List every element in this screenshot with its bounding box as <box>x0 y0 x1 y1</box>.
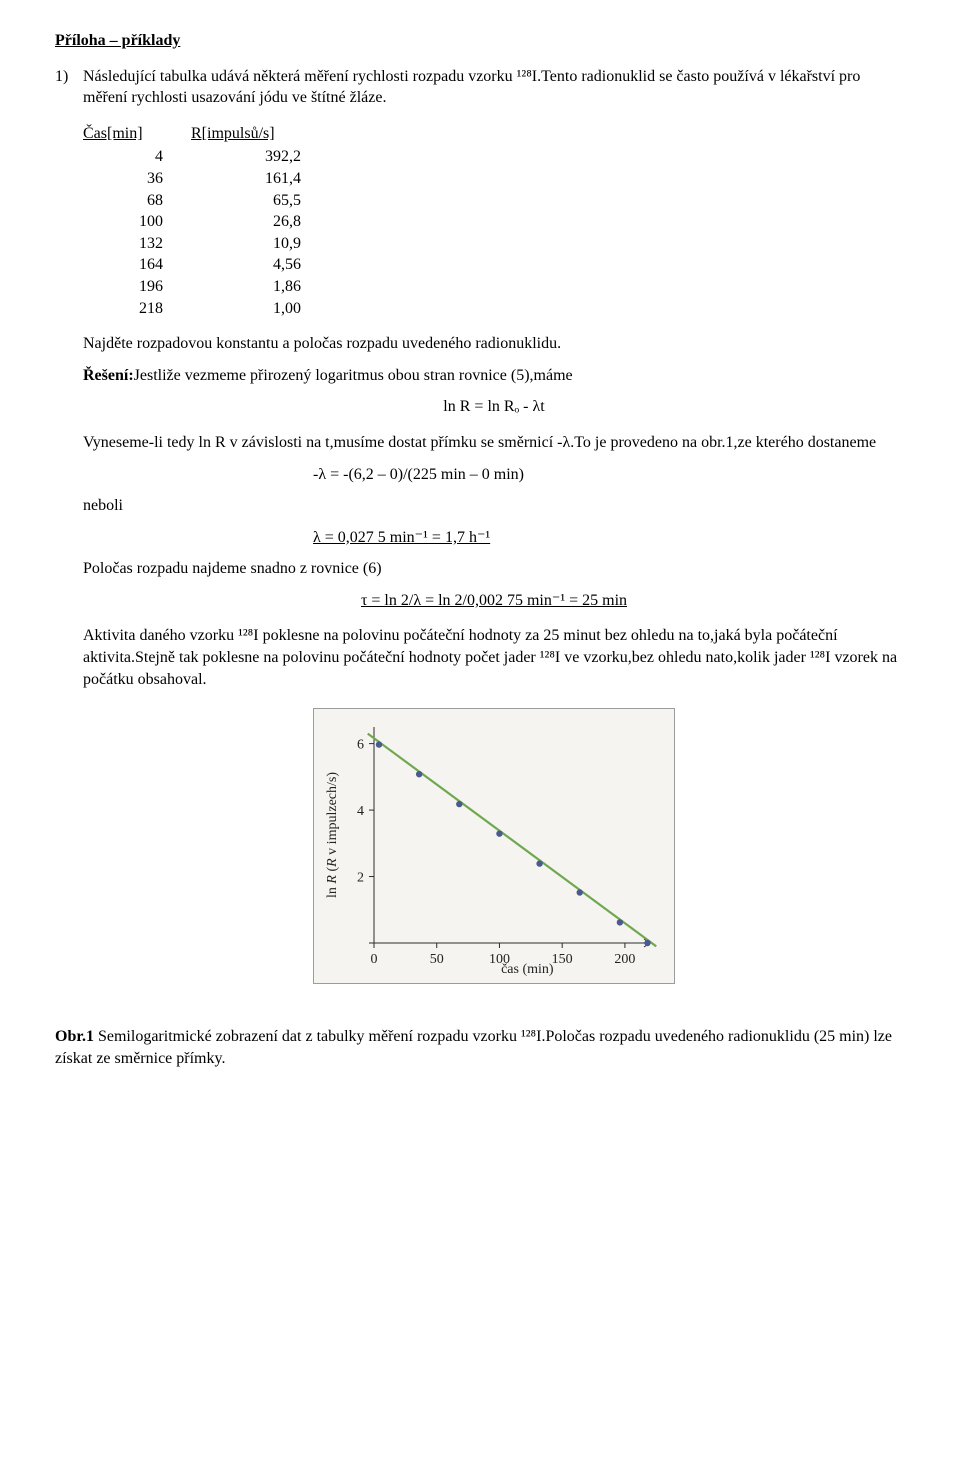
equation-lambda: λ = 0,027 5 min⁻¹ = 1,7 h⁻¹ <box>313 527 905 549</box>
cell-time: 36 <box>83 168 191 190</box>
svg-text:50: 50 <box>430 952 444 967</box>
table-row: 10026,8 <box>83 211 329 233</box>
chart-border: 050100150200246čas (min)ln R (R v impulz… <box>313 708 675 984</box>
cell-rate: 65,5 <box>191 190 329 212</box>
cell-time: 164 <box>83 254 191 276</box>
svg-text:ln R (R v impulzech/s): ln R (R v impulzech/s) <box>325 772 340 898</box>
para-halflife: Poločas rozpadu najdeme snadno z rovnice… <box>83 558 905 580</box>
problem-body: Následující tabulka udává některá měření… <box>83 66 905 1013</box>
table-row: 2181,00 <box>83 298 329 320</box>
neboli-label: neboli <box>83 495 905 517</box>
problem-number: 1) <box>55 66 83 1013</box>
svg-text:2: 2 <box>357 871 364 886</box>
decay-data-table: Čas[min] R[impulsů/s] 4392,236161,46865,… <box>83 123 329 319</box>
svg-text:čas (min): čas (min) <box>501 962 554 977</box>
para-conclusion: Aktivita daného vzorku ¹²⁸I poklesne na … <box>83 625 905 690</box>
cell-rate: 26,8 <box>191 211 329 233</box>
svg-text:150: 150 <box>552 952 573 967</box>
table-row: 1961,86 <box>83 276 329 298</box>
cell-time: 218 <box>83 298 191 320</box>
cell-rate: 10,9 <box>191 233 329 255</box>
cell-time: 100 <box>83 211 191 233</box>
cell-rate: 4,56 <box>191 254 329 276</box>
caption-text: Semilogaritmické zobrazení dat z tabulky… <box>55 1028 892 1067</box>
intro-paragraph: Následující tabulka udává některá měření… <box>83 66 905 109</box>
cell-time: 196 <box>83 276 191 298</box>
table-row: 36161,4 <box>83 168 329 190</box>
decay-chart: 050100150200246čas (min)ln R (R v impulz… <box>322 719 662 979</box>
svg-text:4: 4 <box>357 804 364 819</box>
caption-label: Obr.1 <box>55 1028 94 1045</box>
cell-rate: 1,86 <box>191 276 329 298</box>
table-row: 13210,9 <box>83 233 329 255</box>
col-header-rate: R[impulsů/s] <box>191 123 329 147</box>
cell-rate: 1,00 <box>191 298 329 320</box>
cell-time: 132 <box>83 233 191 255</box>
problem-1: 1) Následující tabulka udává některá měř… <box>55 66 905 1013</box>
figure-caption: Obr.1 Semilogaritmické zobrazení dat z t… <box>55 1026 905 1069</box>
cell-rate: 392,2 <box>191 146 329 168</box>
table-row: 4392,2 <box>83 146 329 168</box>
chart-wrapper: 050100150200246čas (min)ln R (R v impulz… <box>83 708 905 984</box>
equation-tau: τ = ln 2/λ = ln 2/0,002 75 min⁻¹ = 25 mi… <box>83 590 905 612</box>
equation-logR: ln R = ln Rₒ - λt <box>83 396 905 418</box>
solution-label: Řešení: <box>83 367 134 384</box>
table-header-row: Čas[min] R[impulsů/s] <box>83 123 329 147</box>
section-title: Příloha – příklady <box>55 30 905 52</box>
cell-time: 68 <box>83 190 191 212</box>
page: Příloha – příklady 1) Následující tabulk… <box>0 0 960 1109</box>
solution-paragraph: Řešení:Jestliže vezmeme přirozený logari… <box>83 365 905 387</box>
cell-rate: 161,4 <box>191 168 329 190</box>
svg-text:200: 200 <box>614 952 635 967</box>
svg-text:6: 6 <box>357 738 364 753</box>
para-fit-line: Vyneseme-li tedy ln R v závislosti na t,… <box>83 432 905 454</box>
cell-time: 4 <box>83 146 191 168</box>
svg-text:0: 0 <box>371 952 378 967</box>
table-row: 1644,56 <box>83 254 329 276</box>
col-header-time: Čas[min] <box>83 123 191 147</box>
task-paragraph: Najděte rozpadovou konstantu a poločas r… <box>83 333 905 355</box>
equation-slope: -λ = -(6,2 – 0)/(225 min – 0 min) <box>313 464 905 486</box>
table-row: 6865,5 <box>83 190 329 212</box>
solution-text: Jestliže vezmeme přirozený logaritmus ob… <box>134 367 573 384</box>
chart-container: 050100150200246čas (min)ln R (R v impulz… <box>313 708 675 984</box>
